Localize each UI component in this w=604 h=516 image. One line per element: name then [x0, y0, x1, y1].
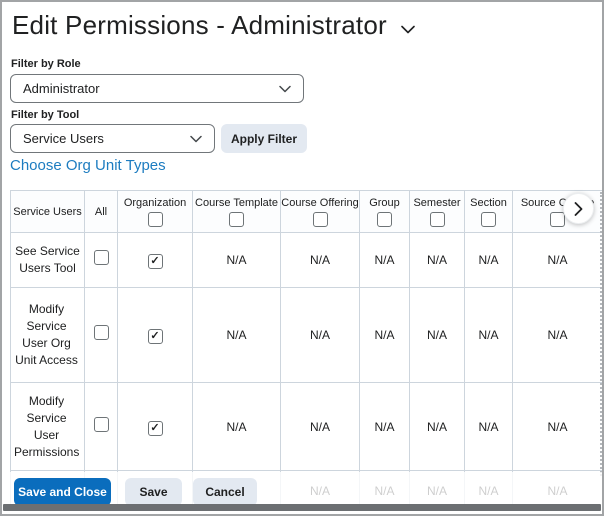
role-select-value: Administrator: [23, 81, 100, 96]
na-cell: N/A: [464, 232, 513, 288]
window-bottom-edge: [3, 504, 601, 511]
chevron-right-icon: [574, 201, 583, 216]
select-all-semester-checkbox[interactable]: [429, 211, 445, 227]
table-row: See Service Users Tool N/A N/A N/A N/A N…: [10, 232, 602, 288]
cancel-button[interactable]: Cancel: [193, 478, 257, 506]
permission-all-checkbox[interactable]: [93, 416, 109, 432]
na-cell: N/A: [280, 382, 360, 471]
na-cell: N/A: [359, 287, 410, 383]
permissions-table-container: Service Users All Organization Course Te…: [10, 190, 602, 506]
na-cell: N/A: [512, 232, 602, 288]
permission-organization-checkbox[interactable]: [147, 420, 163, 436]
select-all-organization-checkbox[interactable]: [147, 211, 163, 227]
tool-select-value: Service Users: [23, 131, 104, 146]
column-header-group: Group: [359, 190, 410, 233]
chevron-down-icon: [279, 85, 291, 93]
apply-filter-button[interactable]: Apply Filter: [221, 124, 307, 153]
title-dropdown-chevron-icon[interactable]: [401, 25, 415, 34]
cell-all: [84, 232, 118, 288]
permission-organization-checkbox[interactable]: [147, 254, 163, 269]
na-cell: N/A: [409, 287, 465, 383]
na-cell: N/A: [409, 232, 465, 288]
page-title: Edit Permissions - Administrator: [12, 10, 387, 40]
column-header-organization: Organization: [117, 190, 193, 233]
permission-organization-checkbox[interactable]: [147, 329, 163, 344]
permission-all-checkbox[interactable]: [93, 250, 109, 265]
table-row: Modify Service User Org Unit Access N/A …: [10, 287, 602, 383]
filter-by-role-label: Filter by Role: [11, 58, 81, 70]
table-cut-edge: [600, 192, 602, 476]
scroll-right-button[interactable]: [563, 193, 594, 224]
column-header-course-offering: Course Offering: [280, 190, 360, 233]
cell-organization: [117, 382, 193, 471]
column-header-section: Section: [464, 190, 513, 233]
na-cell: N/A: [359, 232, 410, 288]
permission-name: Modify Service User Permissions: [10, 382, 85, 471]
permission-name: Modify Service User Org Unit Access: [10, 287, 85, 383]
column-header-course-template: Course Template: [192, 190, 281, 233]
select-all-section-checkbox[interactable]: [481, 211, 496, 227]
column-header-all: All: [84, 190, 118, 233]
select-all-course-template-checkbox[interactable]: [229, 211, 244, 227]
page-title-row: Edit Permissions - Administrator: [12, 10, 415, 41]
tool-select[interactable]: Service Users: [10, 124, 215, 153]
select-all-course-offering-checkbox[interactable]: [312, 211, 328, 227]
na-cell: N/A: [512, 287, 602, 383]
column-header-semester: Semester: [409, 190, 465, 233]
na-cell: N/A: [280, 287, 360, 383]
action-footer: Save and Close Save Cancel: [2, 472, 602, 508]
chevron-down-icon: [190, 135, 202, 143]
filter-by-tool-label: Filter by Tool: [11, 109, 80, 121]
table-row: Modify Service User Permissions N/A N/A …: [10, 382, 602, 471]
permission-name: See Service Users Tool: [10, 232, 85, 288]
na-cell: N/A: [464, 382, 513, 471]
na-cell: N/A: [192, 232, 281, 288]
na-cell: N/A: [280, 232, 360, 288]
column-header-service-users: Service Users: [10, 190, 85, 233]
header-row: Service Users All Organization Course Te…: [10, 190, 602, 233]
cell-organization: [117, 232, 193, 288]
permissions-table: Service Users All Organization Course Te…: [10, 190, 602, 506]
na-cell: N/A: [464, 287, 513, 383]
select-all-source-course-checkbox[interactable]: [550, 211, 565, 227]
na-cell: N/A: [512, 382, 602, 471]
na-cell: N/A: [192, 382, 281, 471]
role-select[interactable]: Administrator: [10, 74, 304, 103]
cell-all: [84, 287, 118, 383]
na-cell: N/A: [192, 287, 281, 383]
cell-all: [84, 382, 118, 471]
save-button[interactable]: Save: [125, 478, 182, 506]
na-cell: N/A: [359, 382, 410, 471]
choose-org-unit-types-link[interactable]: Choose Org Unit Types: [10, 157, 166, 174]
select-all-group-checkbox[interactable]: [377, 211, 392, 227]
na-cell: N/A: [409, 382, 465, 471]
cell-organization: [117, 287, 193, 383]
save-and-close-button[interactable]: Save and Close: [14, 478, 111, 506]
permission-all-checkbox[interactable]: [93, 325, 109, 340]
